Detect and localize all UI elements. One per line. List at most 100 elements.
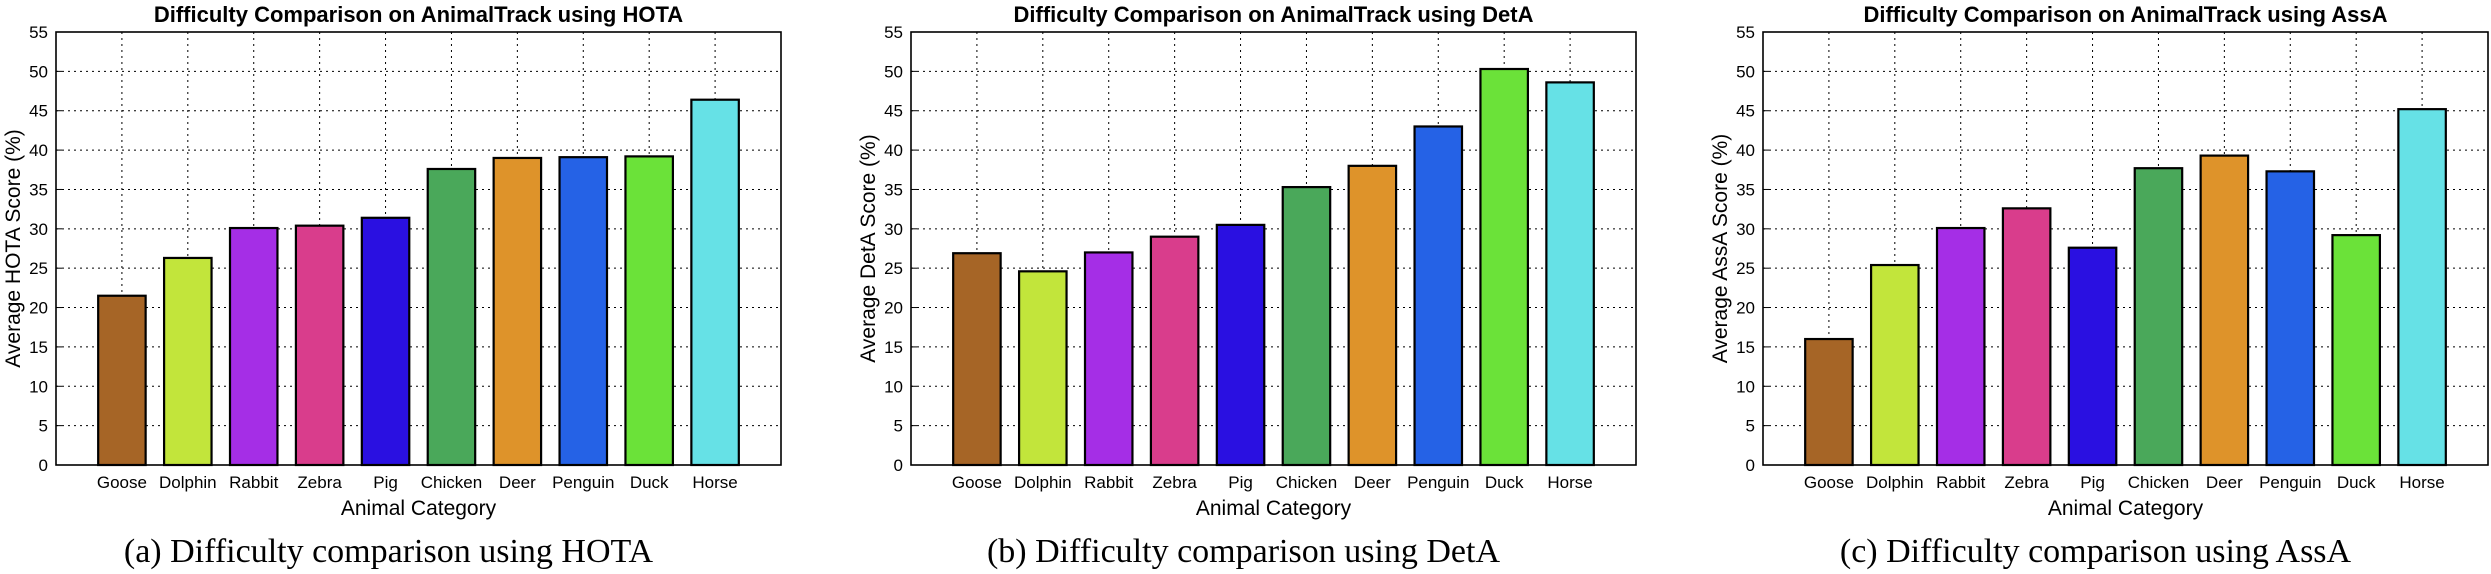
x-tick-label: Zebra [2004,473,2049,492]
bar-goose [1804,337,1854,467]
x-tick-label: Rabbit [229,473,278,492]
bar-horse [690,98,740,467]
figure-caption: (c) Difficulty comparison using AssA [1840,533,2352,570]
y-tick-label: 50 [29,62,48,81]
bar-chicken [426,167,477,467]
y-tick-label: 55 [884,23,903,42]
x-tick-label: Horse [692,473,737,492]
y-axis-label: Average DetA Score (%) [857,134,880,362]
plot-frame [910,31,1637,466]
x-tick-label: Pig [373,473,398,492]
bar-goose [97,294,147,467]
x-tick-label: Zebra [297,473,342,492]
y-tick-label: 15 [29,338,48,357]
x-tick-label: Duck [1485,473,1524,492]
x-tick-label: Dolphin [1866,473,1924,492]
bar-pig [2067,246,2118,467]
chart-panel-hota: Difficulty Comparison on AnimalTrack usi… [2,2,782,570]
bar-duck [2331,234,2382,467]
y-tick-label: 55 [1736,23,1755,42]
x-tick-label: Zebra [1152,473,1197,492]
x-tick-label: Horse [2399,473,2444,492]
y-tick-label: 30 [1736,220,1755,239]
y-tick-label: 10 [884,377,903,396]
y-tick-label: 35 [29,180,48,199]
bar-penguin [558,156,609,467]
y-tick-label: 0 [1746,456,1755,475]
bar-zebra [2001,207,2052,467]
y-tick-label: 30 [884,220,903,239]
y-axis-label: Average HOTA Score (%) [2,129,25,367]
x-tick-label: Goose [1804,473,1854,492]
bar-duck [1479,67,1530,467]
y-tick-label: 40 [29,141,48,160]
x-tick-label: Goose [97,473,147,492]
x-tick-label: Chicken [421,473,482,492]
y-tick-label: 30 [29,220,48,239]
y-tick-label: 25 [29,259,48,278]
x-tick-label: Pig [2080,473,2105,492]
x-tick-label: Duck [2337,473,2376,492]
bar-chicken [1281,185,1332,467]
bar-duck [624,155,675,467]
x-tick-label: Pig [1228,473,1253,492]
y-tick-label: 50 [1736,62,1755,81]
x-tick-label: Chicken [2128,473,2189,492]
y-tick-label: 15 [1736,338,1755,357]
chart-title: Difficulty Comparison on AnimalTrack usi… [154,2,683,27]
y-tick-label: 5 [1746,417,1755,436]
y-tick-label: 45 [884,102,903,121]
x-tick-label: Deer [499,473,536,492]
x-tick-label: Duck [630,473,669,492]
y-tick-label: 5 [894,417,903,436]
bar-deer [2199,154,2250,467]
bar-pig [1215,223,1266,467]
bar-dolphin [1017,270,1068,467]
y-tick-label: 40 [1736,141,1755,160]
y-tick-label: 10 [29,377,48,396]
plot-frame [55,31,782,466]
y-tick-label: 25 [884,259,903,278]
x-tick-label: Rabbit [1084,473,1133,492]
bar-deer [1347,164,1398,467]
x-tick-label: Penguin [2259,473,2321,492]
figure-caption: (b) Difficulty comparison using DetA [987,533,1501,570]
x-tick-label: Rabbit [1936,473,1985,492]
y-axis-label: Average AssA Score (%) [1709,134,1732,364]
y-tick-label: 35 [884,180,903,199]
x-tick-label: Dolphin [159,473,217,492]
x-tick-label: Deer [2206,473,2243,492]
x-tick-label: Dolphin [1014,473,1072,492]
y-tick-label: 45 [29,102,48,121]
x-tick-label: Penguin [1407,473,1469,492]
bar-zebra [1149,235,1200,467]
bar-horse [2397,108,2447,467]
x-tick-label: Deer [1354,473,1391,492]
bar-dolphin [162,256,213,467]
bar-chicken [2133,167,2184,467]
y-tick-label: 20 [1736,299,1755,318]
bar-pig [360,216,411,467]
y-tick-label: 10 [1736,377,1755,396]
bar-goose [952,252,1002,467]
bar-penguin [2265,170,2316,467]
y-tick-label: 20 [29,299,48,318]
y-tick-label: 50 [884,62,903,81]
figure-caption: (a) Difficulty comparison using HOTA [124,533,654,570]
y-tick-label: 40 [884,141,903,160]
chart-panel-deta: Difficulty Comparison on AnimalTrack usi… [857,2,1637,570]
bar-horse [1545,81,1595,467]
y-tick-label: 55 [29,23,48,42]
y-tick-label: 35 [1736,180,1755,199]
bar-rabbit [1083,251,1134,467]
bar-rabbit [228,226,279,467]
x-tick-label: Horse [1547,473,1592,492]
x-axis-label: Animal Category [2048,497,2204,520]
y-tick-label: 0 [39,456,48,475]
plot-frame [1762,31,2489,466]
bar-penguin [1413,125,1464,467]
chart-title: Difficulty Comparison on AnimalTrack usi… [1014,2,1534,27]
x-tick-label: Chicken [1276,473,1337,492]
x-tick-label: Goose [952,473,1002,492]
